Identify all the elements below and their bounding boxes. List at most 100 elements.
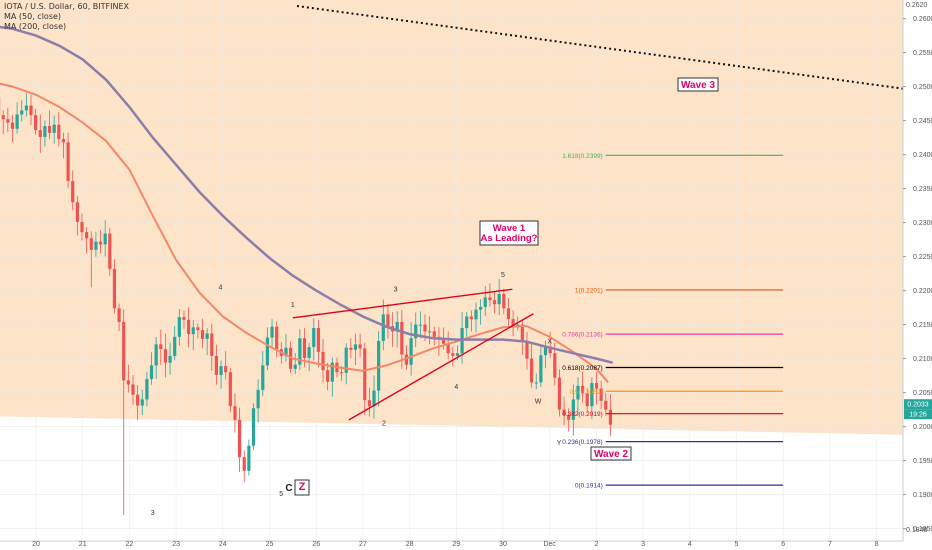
candle — [43, 120, 47, 147]
candle — [15, 102, 19, 134]
candle-body — [10, 122, 15, 129]
ma200-line — [0, 25, 614, 364]
candle-body — [298, 338, 302, 365]
candle — [409, 322, 413, 376]
candle — [98, 230, 103, 254]
candle-body — [506, 308, 511, 320]
lower-trendline — [348, 313, 534, 421]
ma50-legend[interactable]: MA (50, close) — [4, 12, 62, 21]
x-tick-label: 25 — [266, 541, 274, 548]
candle-body — [488, 297, 492, 301]
candle — [372, 375, 376, 419]
x-tick-label: 28 — [406, 541, 414, 548]
candle-body — [520, 324, 524, 342]
fib-label: 1(0.2201) — [575, 287, 603, 294]
wave-label: 1 — [291, 302, 295, 309]
candle — [511, 310, 515, 337]
candle — [506, 298, 511, 327]
candle — [525, 331, 529, 370]
candle-body — [117, 308, 121, 322]
candle — [112, 259, 117, 314]
x-tick-label: 29 — [452, 541, 460, 548]
candle — [567, 408, 571, 432]
candle-body — [173, 336, 177, 356]
x-tick-label: 26 — [312, 541, 320, 548]
candle — [131, 375, 135, 405]
candle-body — [446, 343, 450, 354]
c-label: C — [285, 483, 292, 494]
x-tick-label: 3 — [641, 541, 645, 548]
candle-body — [233, 406, 237, 420]
candle-body — [404, 354, 409, 365]
candle — [242, 450, 246, 483]
wave-label: 3 — [394, 286, 398, 293]
candle-body — [534, 382, 538, 384]
candle — [465, 311, 469, 337]
candle-body — [168, 355, 172, 363]
candle — [1, 110, 5, 135]
candle — [117, 303, 121, 332]
candle-body — [293, 364, 297, 369]
candle-body — [502, 294, 506, 309]
candle — [61, 132, 66, 159]
candle-body — [479, 306, 483, 310]
candle — [247, 439, 251, 476]
candle-body — [200, 330, 205, 339]
candle-body — [400, 321, 404, 355]
candle-body — [247, 445, 251, 471]
wave2-label-box — [590, 446, 632, 461]
candle — [562, 396, 566, 426]
candle-body — [112, 268, 117, 309]
candle — [293, 353, 297, 374]
candle — [483, 286, 487, 316]
candle-body — [567, 415, 571, 420]
candle-body — [516, 324, 520, 326]
candle — [34, 108, 38, 135]
candle — [502, 288, 506, 315]
candle-body — [483, 297, 487, 307]
wave3-label: Wave 3 — [677, 77, 719, 92]
candle — [284, 333, 288, 362]
x-tick-label: 23 — [172, 541, 180, 548]
x-tick-label: 8 — [875, 541, 879, 548]
candle — [576, 377, 580, 416]
x-tick-label: 2 — [594, 541, 598, 548]
candle-body — [154, 344, 158, 366]
candle-body — [543, 346, 548, 356]
candle-body — [57, 124, 61, 139]
candle-body — [455, 353, 460, 356]
candle-body — [237, 419, 242, 458]
wave1-label-box — [479, 220, 539, 246]
candle-body — [571, 399, 575, 420]
candle-body — [85, 232, 89, 239]
candle-body — [140, 399, 144, 406]
candle-body — [432, 331, 436, 337]
last-price-tag — [904, 399, 932, 410]
x-tick-label: 21 — [79, 541, 87, 548]
candle — [585, 388, 589, 413]
candle-body — [1, 115, 5, 120]
x-tick-label: 4 — [688, 541, 692, 548]
x-axis[interactable]: 20 21 22 23 24 25 26 27 28 29 30 Dec 2 3 4 5 6 7 8 — [0, 540, 903, 548]
candle-body — [562, 409, 566, 416]
candle-body — [159, 344, 163, 350]
candle-body — [465, 316, 469, 329]
candle-body — [43, 126, 47, 137]
candle-body — [377, 340, 381, 391]
candle-body — [316, 328, 320, 352]
candle-body — [576, 385, 580, 400]
x-tick-label: 7 — [828, 541, 832, 548]
candle — [237, 407, 242, 472]
candle-body — [191, 327, 195, 335]
candle-body — [339, 372, 344, 374]
candle — [367, 387, 371, 417]
candle-body — [196, 327, 200, 331]
ma200-legend[interactable]: MA (200, close) — [4, 22, 67, 31]
candle — [122, 309, 126, 516]
